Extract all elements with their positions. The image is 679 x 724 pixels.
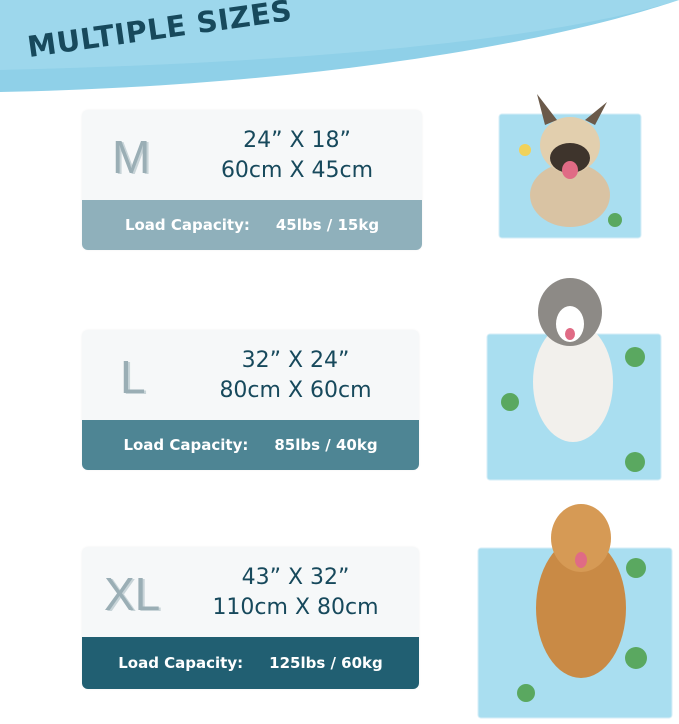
- size-cm: 110cm X 80cm: [212, 595, 379, 620]
- large-mat-with-collie-image: [486, 278, 662, 481]
- size-label: M: [112, 131, 151, 183]
- size-card-m: M 24” X 18” 60cm X 45cm Load Capacity: 45l…: [82, 110, 422, 250]
- size-cm: 80cm X 60cm: [219, 378, 372, 403]
- load-capacity-bar: Load Capacity: 85lbs / 40kg: [82, 420, 419, 470]
- load-capacity-bar: Load Capacity: 125lbs / 60kg: [82, 637, 419, 689]
- load-label: Load Capacity:: [123, 436, 249, 454]
- size-card-l: L 32” X 24” 80cm X 60cm Load Capacity: 85l…: [82, 330, 419, 470]
- size-label: L: [120, 351, 146, 403]
- load-label: Load Capacity:: [118, 654, 244, 672]
- load-capacity-bar: Load Capacity: 45lbs / 15kg: [82, 200, 422, 250]
- load-value: 85lbs / 40kg: [274, 436, 378, 454]
- xl-mat-with-golden-retriever-image: [477, 504, 673, 719]
- size-inches: 24” X 18”: [243, 128, 351, 153]
- load-label: Load Capacity:: [124, 216, 250, 234]
- size-label: XL: [104, 568, 161, 620]
- size-inches: 43” X 32”: [241, 565, 350, 590]
- load-value: 45lbs / 15kg: [275, 216, 380, 234]
- size-card-xl: XL 43” X 32” 110cm X 80cm Load Capacity: 1…: [82, 547, 419, 689]
- size-cm: 60cm X 45cm: [220, 158, 374, 183]
- water-banner: [0, 0, 679, 92]
- size-inches: 32” X 24”: [241, 348, 350, 373]
- medium-mat-with-pug-image: [498, 94, 642, 239]
- load-value: 125lbs / 60kg: [269, 654, 383, 672]
